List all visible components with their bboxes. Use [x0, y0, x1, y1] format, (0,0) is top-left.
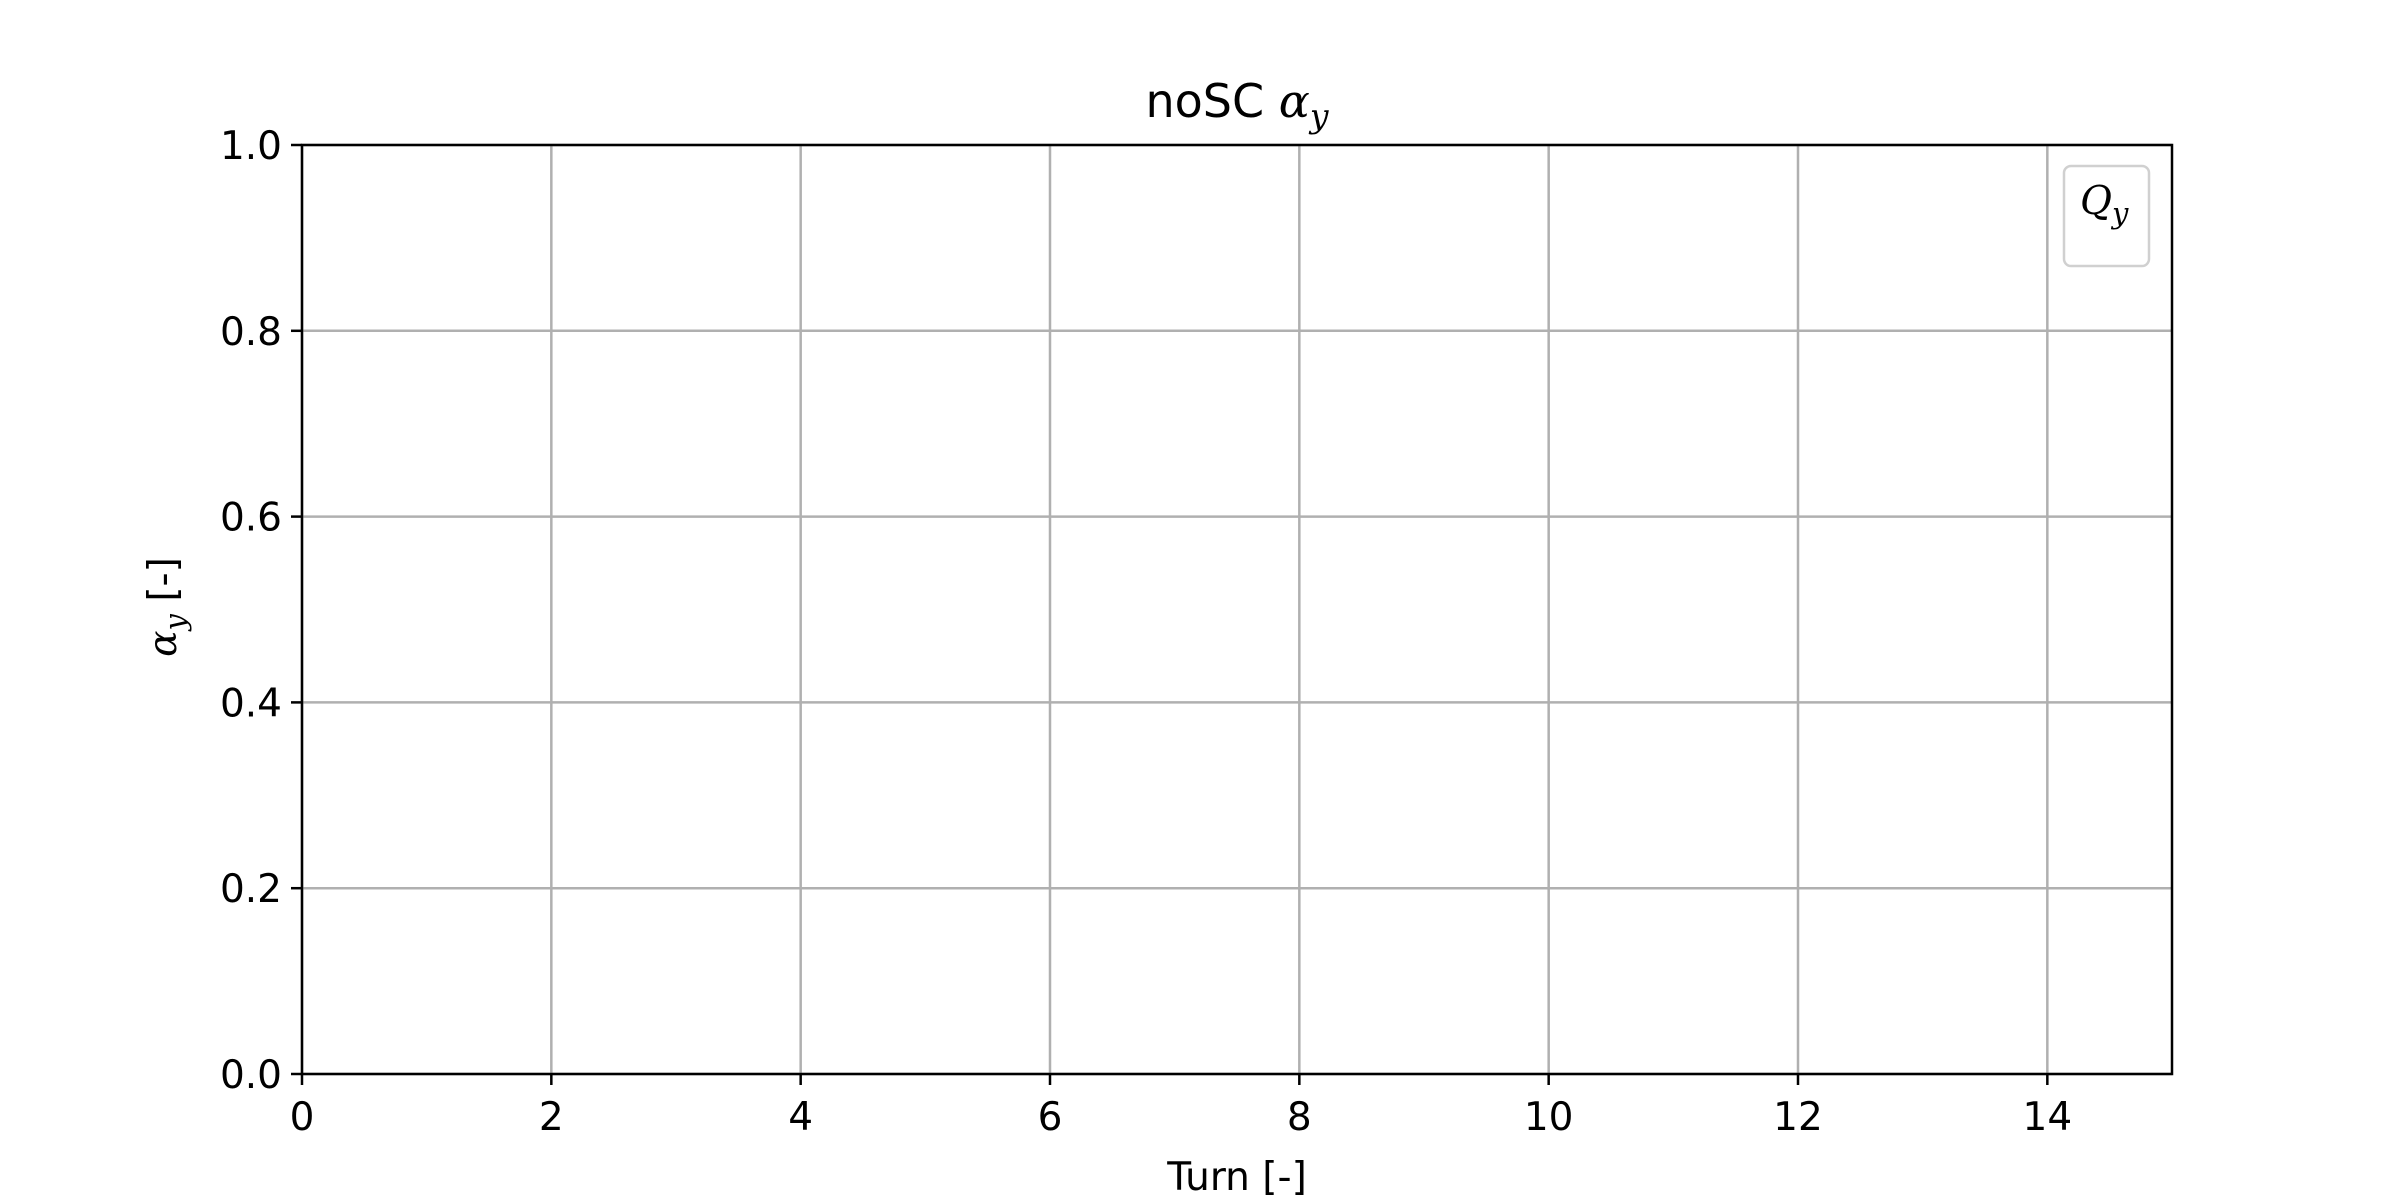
- x-tick-label: 4: [788, 1095, 813, 1140]
- y-tick-label: 0.0: [220, 1053, 282, 1098]
- x-tick-label: 8: [1287, 1095, 1312, 1140]
- y-tick-label: 1.0: [220, 124, 282, 169]
- x-tick-label: 6: [1038, 1095, 1063, 1140]
- y-tick-label: 0.6: [220, 496, 282, 541]
- legend-box: [2062, 164, 2151, 268]
- y-tick-label: 0.2: [220, 867, 282, 912]
- x-tick-label: 10: [1524, 1095, 1574, 1140]
- x-tick-label: 0: [290, 1095, 315, 1140]
- plot-frame: [300, 143, 2174, 1076]
- x-tick-label: 12: [1773, 1095, 1823, 1140]
- legend-entry-label: Qy: [2080, 179, 2129, 230]
- legend: Qy: [2062, 164, 2151, 268]
- y-axis-ticks: 0.0 0.2 0.4 0.6 0.8 1.0: [220, 124, 302, 1098]
- chart-title: noSC αy: [1146, 74, 1329, 135]
- y-tick-label: 0.8: [220, 310, 282, 355]
- y-tick-label: 0.4: [220, 681, 282, 726]
- x-tick-label: 14: [2023, 1095, 2073, 1140]
- y-axis-label: αy [-]: [141, 557, 192, 657]
- x-axis-ticks: 0 2 4 6 8 10 12 14: [290, 1074, 2073, 1140]
- x-tick-label: 2: [539, 1095, 564, 1140]
- x-axis-label: Turn [-]: [1166, 1155, 1307, 1200]
